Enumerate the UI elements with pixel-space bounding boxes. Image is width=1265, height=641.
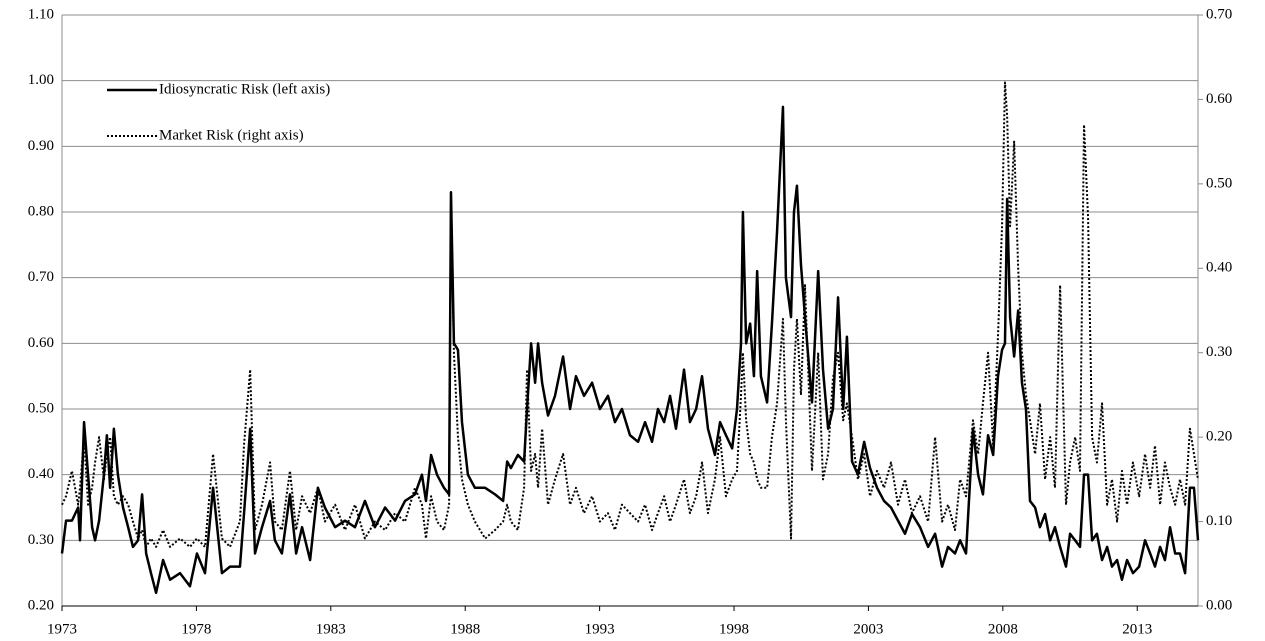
- legend-label: Idiosyncratic Risk (left axis): [159, 81, 330, 97]
- x-tick-label: 1973: [47, 621, 77, 637]
- y2-tick-label: 0.50: [1206, 175, 1232, 191]
- series-line: [60, 105, 1200, 595]
- x-tick-label: 2013: [1122, 621, 1152, 637]
- y-tick-label: 0.20: [28, 597, 54, 613]
- series-line: [61, 81, 1199, 548]
- y-tick-label: 0.50: [28, 400, 54, 416]
- y-tick-label: 1.00: [28, 72, 54, 88]
- y2-tick-label: 0.40: [1206, 260, 1232, 276]
- y2-tick-label: 0.70: [1206, 6, 1232, 22]
- y-tick-label: 1.10: [28, 6, 54, 22]
- x-tick-label: 1998: [719, 621, 749, 637]
- y2-tick-label: 0.10: [1206, 513, 1232, 529]
- x-tick-label: 2003: [853, 621, 883, 637]
- y-tick-label: 0.30: [28, 532, 54, 548]
- y2-tick-label: 0.30: [1206, 344, 1232, 360]
- x-tick-label: 1993: [585, 621, 615, 637]
- x-tick-label: 1988: [450, 621, 480, 637]
- legend-label: Market Risk (right axis): [159, 127, 304, 143]
- y2-tick-label: 0.20: [1206, 429, 1232, 445]
- x-tick-label: 1978: [181, 621, 211, 637]
- y2-tick-label: 0.00: [1206, 597, 1232, 613]
- x-tick-label: 2008: [988, 621, 1018, 637]
- y-tick-label: 0.40: [28, 466, 54, 482]
- y-tick-label: 0.90: [28, 138, 54, 154]
- x-tick-label: 1983: [316, 621, 346, 637]
- y-tick-label: 0.70: [28, 269, 54, 285]
- y-tick-label: 0.60: [28, 335, 54, 351]
- y-tick-label: 0.80: [28, 203, 54, 219]
- y2-tick-label: 0.60: [1206, 91, 1232, 107]
